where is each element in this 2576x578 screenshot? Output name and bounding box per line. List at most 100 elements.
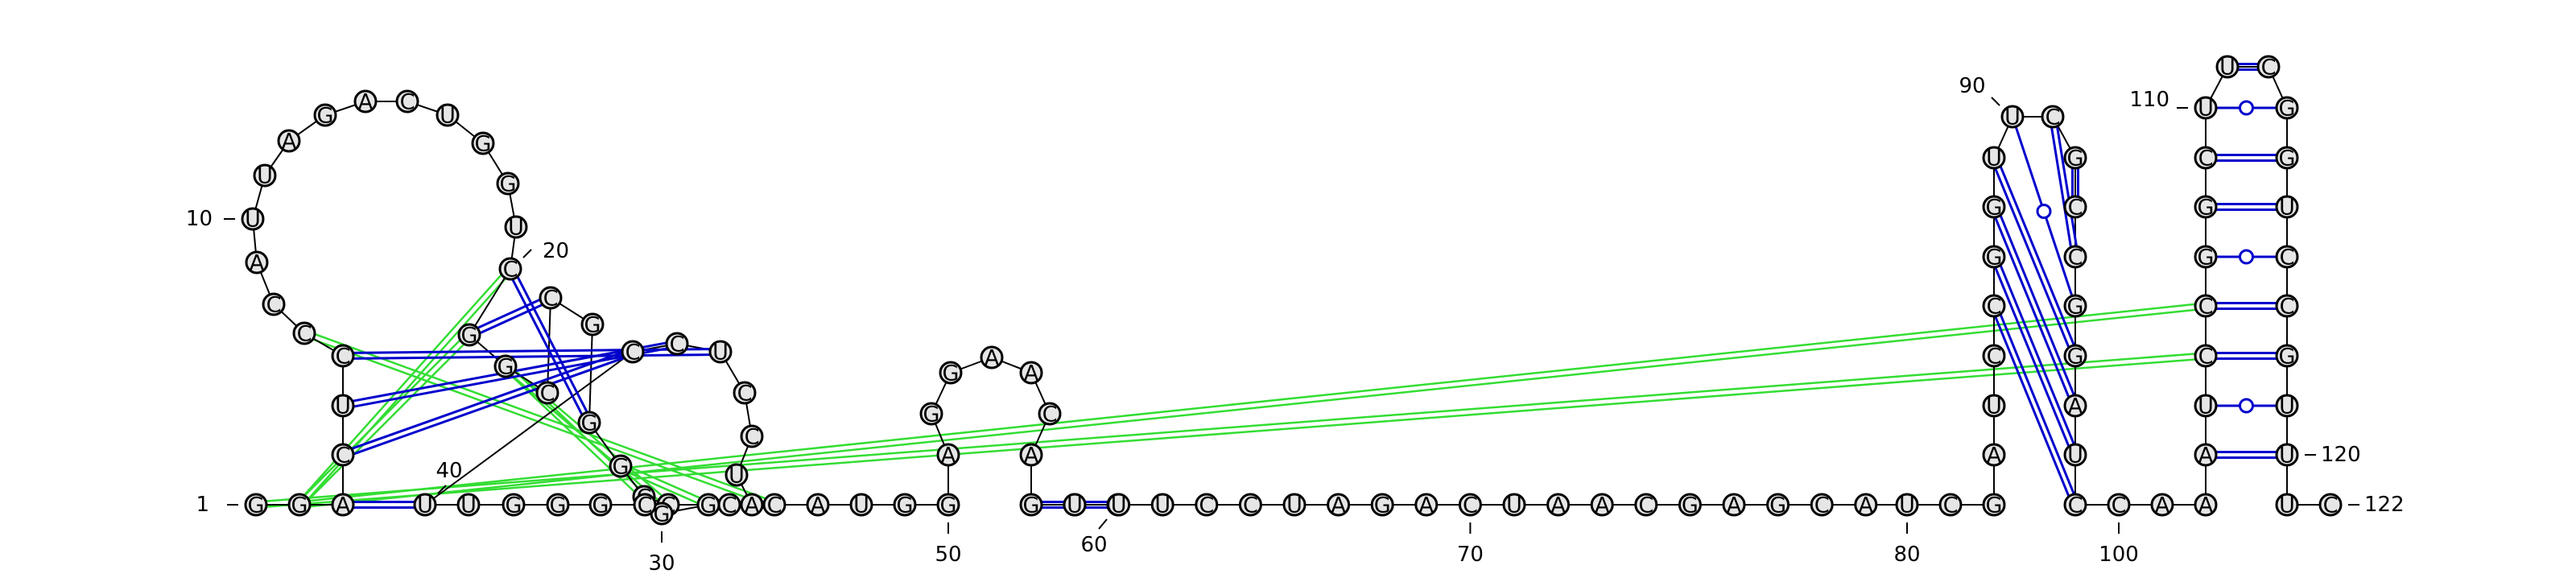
nucleotide-circle	[724, 463, 749, 487]
nucleotide-circle	[708, 340, 733, 364]
nucleotide-base: G	[2279, 345, 2296, 370]
nucleotide-base: U	[712, 341, 729, 365]
nucleotide-107: G	[2194, 245, 2218, 270]
nucleotide-base: G	[461, 324, 478, 349]
backbone-segment	[588, 324, 593, 423]
nucleotide-base: C	[297, 322, 312, 347]
nucleotide-circle	[2063, 195, 2087, 219]
nucleotide-95: G	[2063, 294, 2087, 320]
nucleotide-122: C	[2318, 493, 2343, 518]
nucleotide-circle	[331, 443, 355, 467]
nucleotide-100: C	[2107, 493, 2131, 518]
nucleotide-90: U	[2000, 105, 2025, 130]
nucleotide-106: C	[2194, 294, 2218, 320]
nucleotide-21: G	[457, 323, 481, 349]
nucleotide-65: C	[1238, 493, 1262, 518]
nucleotide-base: C	[266, 293, 282, 318]
nucleotide-circle	[331, 394, 355, 418]
base-pair-line	[1999, 265, 2075, 445]
nucleotide-93: C	[2063, 195, 2087, 221]
nucleotide-base: U	[2198, 97, 2214, 122]
nucleotide-base: C	[670, 332, 685, 357]
nucleotide-circle	[2000, 105, 2025, 129]
nucleotide-circle	[1150, 493, 1174, 517]
nucleotide-10: U	[241, 207, 265, 233]
base-pair-line	[516, 276, 588, 413]
nucleotide-circle	[806, 493, 830, 517]
base-pair-layer	[351, 63, 2277, 509]
base-pair-line	[351, 351, 623, 450]
nucleotide-base: A	[1859, 493, 1874, 518]
nucleotide-circle	[493, 354, 518, 378]
nucleotide-64: C	[1195, 493, 1219, 518]
nucleotide-circle	[849, 493, 873, 517]
nucleotide-base: C	[1638, 493, 1653, 518]
gu-pair-marker	[2036, 204, 2052, 219]
nucleotide-circle	[2063, 294, 2087, 318]
nucleotide-circle	[1107, 493, 1131, 517]
nucleotide-base: G	[2198, 246, 2215, 270]
nucleotide-base: A	[1024, 444, 1039, 469]
nucleotide-17: G	[471, 131, 495, 157]
nucleotide-base: G	[1682, 493, 1699, 518]
nucleotide-circle	[546, 493, 570, 517]
nucleotide-circle	[2063, 146, 2087, 170]
nucleotide-103: A	[2194, 443, 2218, 469]
nucleotide-31: G	[696, 493, 720, 518]
nucleotide-47: A	[806, 493, 830, 518]
nucleotide-base: U	[2279, 444, 2295, 469]
nucleotide-108: G	[2194, 195, 2218, 221]
position-label-90: 90	[1959, 74, 1985, 98]
nucleotide-circle	[504, 215, 528, 239]
pseudoknot-line	[502, 367, 661, 517]
nucleotide-circle	[1019, 443, 1043, 467]
nucleotide-circle	[2275, 146, 2299, 170]
nucleotide-13: G	[313, 103, 337, 129]
nucleotide-base: C	[2280, 295, 2295, 320]
nucleotide-circle	[2150, 493, 2174, 517]
nucleotide-base: C	[2261, 56, 2277, 81]
nucleotide-base: G	[2279, 97, 2296, 122]
nucleotide-base: C	[2068, 196, 2083, 221]
nucleotide-circle	[2275, 96, 2299, 120]
nucleotide-base: A	[358, 90, 374, 115]
nucleotide-circle	[244, 493, 268, 517]
nucleotide-109: C	[2194, 146, 2218, 171]
nucleotide-circle	[1458, 493, 1482, 517]
nucleotide-circle	[471, 131, 495, 155]
nucleotide-circle	[980, 345, 1004, 370]
nucleotide-base: A	[2198, 493, 2214, 518]
nucleotide-118: G	[2275, 344, 2299, 370]
nucleotide-44: G	[588, 493, 613, 518]
nucleotide-circle	[1590, 493, 1614, 517]
nucleotide-base: G	[1986, 246, 2003, 270]
nucleotide-circle	[1502, 493, 1526, 517]
nucleotide-40: U	[413, 493, 437, 518]
nucleotide-circle	[331, 493, 355, 517]
nucleotide-circle	[277, 129, 301, 153]
nucleotide-base: C	[543, 287, 559, 312]
nucleotide-14: A	[353, 89, 378, 115]
nucleotide-base: A	[985, 346, 1000, 371]
nucleotide-circle	[1195, 493, 1219, 517]
nucleotide-84: U	[1982, 394, 2006, 419]
nucleotide-base: G	[317, 104, 334, 129]
nucleotide-53: G	[939, 361, 963, 386]
nucleotide-circle	[1810, 493, 1834, 517]
nucleotide-24: C	[539, 286, 563, 312]
nucleotide-67: A	[1327, 493, 1351, 518]
position-label-40: 40	[436, 459, 462, 483]
nucleotide-circle	[1895, 493, 1919, 517]
nucleotide-circle	[241, 207, 265, 231]
nucleotide-circle	[2215, 55, 2240, 79]
nucleotide-15: C	[395, 89, 419, 115]
nucleotide-base: A	[1550, 493, 1566, 518]
nucleotide-base: C	[1943, 493, 1959, 518]
nucleotide-8: C	[262, 292, 286, 318]
nucleotide-base: U	[2067, 444, 2083, 469]
nucleotide-base: C	[2068, 246, 2083, 270]
nucleotide-base: U	[460, 493, 477, 518]
nucleotide-52: G	[919, 402, 943, 427]
nucleotide-54: A	[980, 345, 1004, 371]
